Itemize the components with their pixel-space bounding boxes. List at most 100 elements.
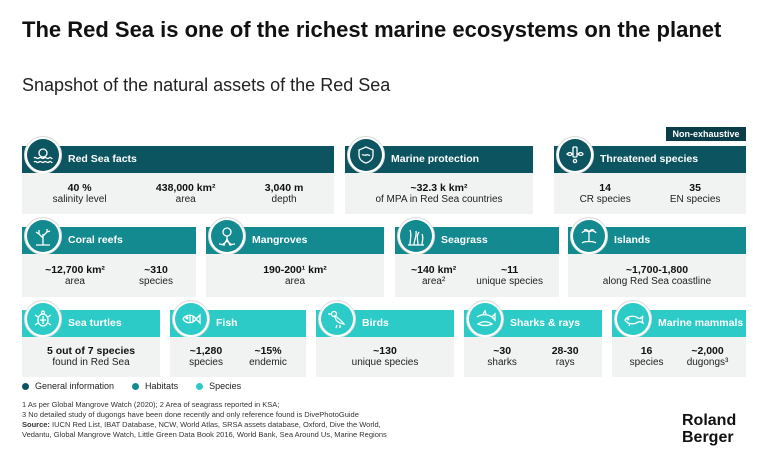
- card-red-sea-facts: Red Sea facts 40 % salinity level 438,000 …: [22, 136, 334, 214]
- stat-label: unique species: [351, 357, 419, 368]
- non-exhaustive-badge: Non-exhaustive: [666, 127, 746, 141]
- card-stats: 5 out of 7 species found in Red Sea: [22, 337, 160, 377]
- stat: ~30 sharks: [487, 345, 516, 369]
- stat-value: ~15%: [254, 345, 282, 357]
- stat-value: ~1,280: [189, 345, 223, 357]
- card-stats: ~140 km² area² ~11 unique species: [395, 254, 559, 297]
- stat: ~32.3 k km² of MPA in Red Sea countries: [375, 182, 502, 206]
- card-sharks-rays: Sharks & rays ~30 sharks 28-30 rays: [464, 300, 602, 377]
- stat-value: ~2,000: [691, 345, 724, 357]
- legend-dot: [132, 382, 140, 390]
- page-title: The Red Sea is one of the richest marine…: [22, 17, 722, 42]
- card-stats: ~1,700-1,800 along Red Sea coastline: [568, 254, 746, 297]
- stat-label: found in Red Sea: [52, 357, 130, 368]
- dugong-icon: [614, 300, 652, 338]
- stat: 3,040 m depth: [265, 182, 304, 206]
- legend-dot: [196, 382, 204, 390]
- stat-value: ~310: [144, 263, 168, 276]
- stat: 16 species: [630, 345, 664, 369]
- card-threatened-species: Threatened species 14 CR species 35 EN spec…: [554, 136, 746, 214]
- stat-value: 5 out of 7 species: [46, 345, 136, 357]
- stat-label: CR species: [579, 193, 631, 205]
- stat-value: 3,040 m: [264, 181, 304, 194]
- stat-value: ~130: [373, 345, 397, 357]
- stat: 14 CR species: [580, 182, 631, 206]
- card-stats: ~1,280 species ~15% endemic: [170, 337, 306, 377]
- waves-sun-icon: [24, 136, 62, 174]
- card-title: Red Sea facts: [22, 146, 334, 173]
- stat: ~1,700-1,800 along Red Sea coastline: [603, 264, 711, 288]
- stat-value: 16: [640, 345, 653, 357]
- shark-icon: [466, 300, 504, 338]
- legend-item-habitats: Habitats: [132, 381, 178, 391]
- stat-label: species: [189, 357, 223, 368]
- stat: 5 out of 7 species found in Red Sea: [47, 345, 135, 369]
- stat-label: depth: [271, 193, 297, 205]
- stat-label: endemic: [249, 357, 287, 368]
- stat: 40 % salinity level: [53, 182, 107, 206]
- stat-value: 190-200¹ km²: [263, 263, 327, 276]
- card-stats: ~130 unique species: [316, 337, 454, 377]
- stat-label: EN species: [669, 193, 721, 205]
- card-stats: 190-200¹ km² area: [206, 254, 384, 297]
- coral-icon: [24, 217, 62, 255]
- legend-item-species: Species: [196, 381, 241, 391]
- stat-label: area: [64, 275, 85, 287]
- card-stats: 40 % salinity level 438,000 km² area 3,040 m…: [22, 173, 334, 214]
- stat: ~12,700 km² area: [45, 264, 105, 288]
- shield-waves-icon: [347, 136, 385, 174]
- stat: ~11 unique species: [476, 264, 543, 288]
- stat: ~130 unique species: [352, 345, 419, 369]
- card-stats: ~30 sharks 28-30 rays: [464, 337, 602, 377]
- stat-label: salinity level: [52, 193, 107, 205]
- card-sea-turtles: Sea turtles 5 out of 7 species found in R…: [22, 300, 160, 377]
- legend-dot: [22, 382, 29, 390]
- stat-label: unique species: [476, 275, 543, 287]
- stat-value: ~11: [501, 263, 519, 276]
- stat-value: 438,000 km²: [155, 181, 216, 194]
- stat-label: species: [629, 357, 664, 368]
- card-stats: 14 CR species 35 EN species: [554, 173, 746, 214]
- stat-label: area: [284, 275, 305, 287]
- stat-value: 40 %: [67, 181, 92, 194]
- card-mangroves: Mangroves 190-200¹ km² area: [206, 217, 384, 297]
- stat-value: 28-30: [551, 345, 579, 357]
- island-icon: [570, 217, 608, 255]
- card-fish: Fish ~1,280 species ~15% endemic: [170, 300, 306, 377]
- card-stats: 16 species ~2,000 dugongs³: [612, 337, 746, 377]
- card-birds: Birds ~130 unique species: [316, 300, 454, 377]
- stat: ~2,000 dugongs³: [687, 345, 729, 369]
- stat-label: of MPA in Red Sea countries: [375, 193, 503, 205]
- warning-fish-icon: [556, 136, 594, 174]
- card-islands: Islands ~1,700-1,800 along Red Sea coastl…: [568, 217, 746, 297]
- turtle-icon: [24, 300, 62, 338]
- stat-value: ~12,700 km²: [45, 263, 105, 276]
- stat-value: ~32.3 k km²: [410, 181, 468, 194]
- footnotes: 1 As per Global Mangrove Watch (2020); 2…: [22, 400, 387, 439]
- stat-value: 35: [689, 181, 701, 194]
- stat: 28-30 rays: [552, 345, 579, 369]
- stat: ~310 species: [139, 264, 173, 288]
- stat-label: sharks: [487, 357, 517, 368]
- card-marine-protection: Marine protection ~32.3 k km² of MPA in R…: [345, 136, 533, 214]
- stat-label: rays: [555, 357, 575, 368]
- legend-item-general: General information: [22, 381, 114, 391]
- card-seagrass: Seagrass ~140 km² area² ~11 unique species: [395, 217, 559, 297]
- bird-icon: [318, 300, 356, 338]
- card-coral-reefs: Coral reefs ~12,700 km² area ~310 species: [22, 217, 196, 297]
- stat: 35 EN species: [670, 182, 721, 206]
- stat-value: ~140 km²: [411, 263, 457, 276]
- stat: ~1,280 species: [189, 345, 223, 369]
- stat: ~140 km² area²: [411, 264, 456, 288]
- stat: ~15% endemic: [249, 345, 287, 369]
- page-subtitle: Snapshot of the natural assets of the Re…: [22, 75, 391, 95]
- stat: 190-200¹ km² area: [263, 264, 327, 288]
- stat-value: ~30: [493, 345, 512, 357]
- roland-berger-logo: Roland Berger: [682, 412, 737, 446]
- stat-label: along Red Sea coastline: [602, 275, 712, 287]
- stat-label: dugongs³: [686, 357, 729, 368]
- stat-value: 14: [599, 181, 611, 194]
- card-marine-mammals: Marine mammals 16 species ~2,000 dugongs³: [612, 300, 746, 377]
- fish-icon: [172, 300, 210, 338]
- card-stats: ~12,700 km² area ~310 species: [22, 254, 196, 297]
